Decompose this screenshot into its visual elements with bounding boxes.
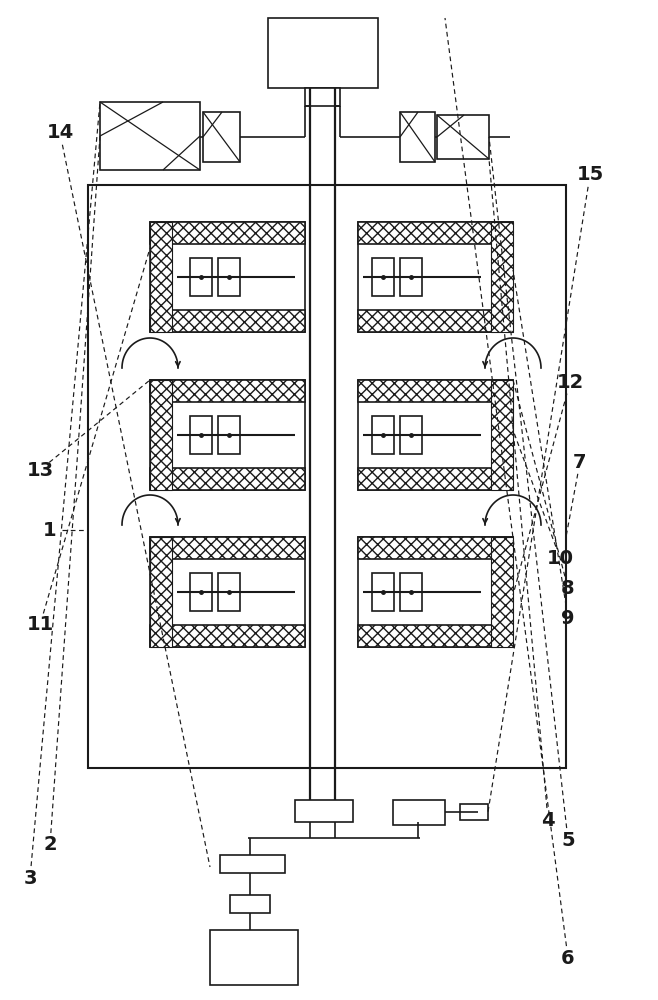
Text: 1: 1 [43, 520, 57, 540]
Bar [100, 102, 200, 170]
Bar [358, 310, 513, 332]
Text: 11: 11 [26, 615, 53, 635]
Bar [491, 380, 513, 490]
Bar [218, 258, 240, 296]
Text: 9: 9 [561, 608, 574, 628]
Bar [190, 416, 212, 454]
Bar [491, 222, 513, 332]
Bar [88, 185, 566, 768]
Bar [268, 18, 378, 88]
Bar [150, 222, 305, 244]
Bar [460, 804, 488, 820]
Bar [358, 625, 513, 647]
Bar [150, 380, 172, 490]
Bar [150, 310, 305, 332]
Text: 3: 3 [23, 868, 37, 888]
Bar [358, 380, 513, 490]
Bar [372, 573, 394, 611]
Bar [400, 573, 422, 611]
Bar [305, 88, 340, 106]
Bar [393, 800, 445, 825]
Text: 14: 14 [46, 123, 74, 142]
Bar [358, 222, 513, 244]
Bar [150, 380, 305, 402]
Text: 10: 10 [547, 548, 574, 568]
Bar [491, 537, 513, 647]
Bar [358, 468, 513, 490]
Bar [358, 537, 513, 647]
Bar [150, 222, 305, 332]
Bar [400, 112, 435, 162]
Bar [150, 537, 172, 647]
Text: 15: 15 [576, 165, 603, 184]
Bar [437, 115, 489, 159]
Bar [295, 800, 353, 822]
Bar [203, 112, 240, 162]
Bar [372, 416, 394, 454]
Bar [372, 258, 394, 296]
Bar [220, 855, 285, 873]
Bar [230, 895, 270, 913]
Bar [358, 222, 513, 332]
Bar [150, 380, 305, 490]
Bar [210, 930, 298, 985]
Bar [190, 573, 212, 611]
Bar [150, 537, 305, 559]
Text: 2: 2 [43, 836, 57, 854]
Bar [150, 537, 305, 647]
Text: 5: 5 [561, 830, 575, 850]
Bar [150, 222, 172, 332]
Bar [150, 625, 305, 647]
Bar [150, 468, 305, 490]
Text: 12: 12 [557, 372, 584, 391]
Text: 8: 8 [561, 578, 575, 597]
Bar [218, 573, 240, 611]
Text: 7: 7 [573, 452, 587, 472]
Bar [358, 537, 513, 559]
Bar [358, 380, 513, 402]
Bar [400, 416, 422, 454]
Text: 6: 6 [561, 948, 575, 968]
Bar [190, 258, 212, 296]
Text: 13: 13 [26, 460, 53, 480]
Bar [400, 258, 422, 296]
Bar [218, 416, 240, 454]
Text: 4: 4 [541, 810, 555, 830]
